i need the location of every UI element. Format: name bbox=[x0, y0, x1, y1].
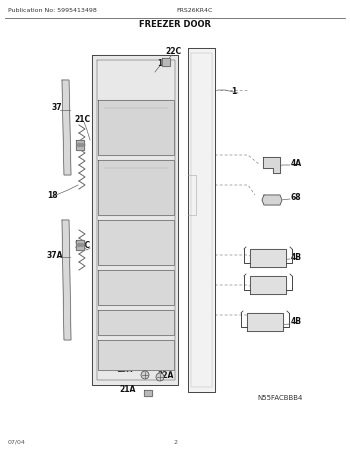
Polygon shape bbox=[162, 58, 170, 66]
Text: 21C: 21C bbox=[74, 116, 90, 125]
Text: 07/04: 07/04 bbox=[8, 440, 26, 445]
Text: FRS26KR4C: FRS26KR4C bbox=[177, 8, 213, 13]
Polygon shape bbox=[188, 48, 215, 392]
Circle shape bbox=[80, 144, 84, 146]
Polygon shape bbox=[98, 100, 174, 155]
Polygon shape bbox=[98, 340, 174, 370]
Text: 21C: 21C bbox=[74, 241, 90, 250]
Polygon shape bbox=[76, 240, 84, 250]
Text: 11: 11 bbox=[157, 59, 167, 68]
Text: 37A: 37A bbox=[47, 251, 63, 260]
Text: 21A: 21A bbox=[120, 386, 136, 395]
Circle shape bbox=[156, 373, 164, 381]
Polygon shape bbox=[250, 276, 286, 294]
Text: 22A: 22A bbox=[158, 371, 174, 380]
Polygon shape bbox=[144, 390, 152, 396]
Polygon shape bbox=[98, 220, 174, 265]
Text: 68: 68 bbox=[291, 193, 301, 202]
Polygon shape bbox=[98, 310, 174, 335]
Polygon shape bbox=[263, 157, 280, 173]
Text: N55FACBBB4: N55FACBBB4 bbox=[257, 395, 303, 401]
Text: Publication No: 5995413498: Publication No: 5995413498 bbox=[8, 8, 97, 13]
Text: 1: 1 bbox=[231, 87, 237, 96]
Text: 2: 2 bbox=[173, 440, 177, 445]
Circle shape bbox=[141, 371, 149, 379]
Text: 37: 37 bbox=[52, 103, 62, 112]
Polygon shape bbox=[98, 270, 174, 305]
Circle shape bbox=[77, 244, 80, 246]
Text: 4B: 4B bbox=[290, 252, 301, 261]
Text: 22C: 22C bbox=[165, 48, 181, 57]
Text: 18: 18 bbox=[47, 191, 57, 199]
Polygon shape bbox=[262, 195, 282, 205]
Polygon shape bbox=[98, 160, 174, 215]
Polygon shape bbox=[250, 249, 286, 267]
Polygon shape bbox=[62, 80, 71, 175]
Text: 4A: 4A bbox=[290, 159, 302, 168]
Circle shape bbox=[77, 144, 80, 146]
Text: FREEZER DOOR: FREEZER DOOR bbox=[139, 20, 211, 29]
Text: 4B: 4B bbox=[290, 318, 301, 327]
Polygon shape bbox=[62, 220, 71, 340]
Text: 13A: 13A bbox=[116, 366, 132, 375]
Polygon shape bbox=[247, 313, 283, 331]
Polygon shape bbox=[92, 55, 178, 385]
Circle shape bbox=[80, 244, 84, 246]
Polygon shape bbox=[76, 140, 84, 150]
